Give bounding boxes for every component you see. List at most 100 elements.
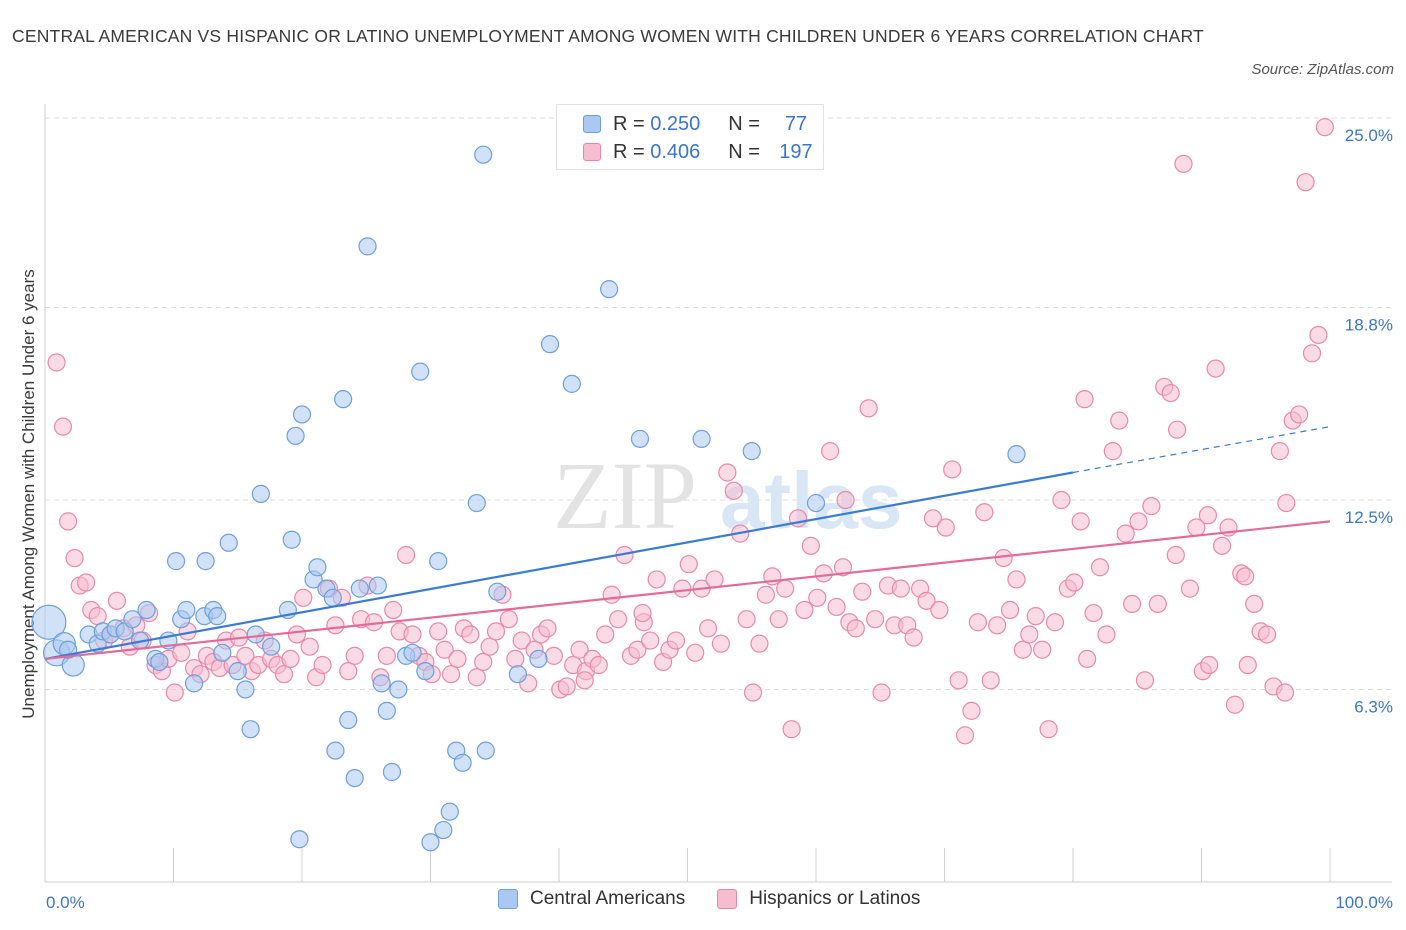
central-american-point [421,833,440,852]
hispanic-latino-point [1225,695,1245,714]
hispanic-latino-point [827,597,846,617]
hispanic-latino-point [718,463,737,482]
hispanic-latino-point [1026,607,1045,626]
hispanic-latino-point [1198,506,1218,525]
hispanic-latino-point [236,646,255,665]
hispanic-latino-point [596,625,615,644]
hispanic-latino-point [988,616,1007,635]
hispanic-latino-point [1174,154,1193,173]
r-label: R = [613,140,645,163]
hispanic-latino-point [1309,325,1328,345]
central-american-point [488,582,507,601]
central-american-point [326,741,345,760]
hispanic-latino-point [949,671,968,690]
swatch-pink [583,143,601,161]
hispanic-latino-point [975,503,994,522]
central-american-point [290,830,309,849]
hispanic-latino-point [628,640,647,659]
central-american-point [308,558,327,577]
hispanic-latino-point [795,600,814,620]
hispanic-latino-point [1245,594,1264,614]
hispanic-latino-point [1238,655,1257,675]
hispanic-latino-point [294,588,313,607]
hispanic-latino-point [403,625,422,644]
x-tick-label: 100.0% [1335,893,1393,912]
central-american-point [282,530,301,549]
hispanic-latino-point [429,622,448,641]
central-american-point [742,442,761,461]
hispanic-latino-point [673,579,692,598]
hispanic-latino-point [441,665,461,684]
hispanic-latino-point [1135,671,1155,690]
central-american-point [345,768,364,788]
hispanic-latino-point [1039,720,1058,739]
central-american-point [251,484,270,503]
hispanic-latino-point [1270,442,1289,461]
hispanic-latino-point [769,610,788,629]
central-american-point [372,674,391,693]
swatch-blue [583,115,601,133]
hispanic-latino-point [1020,625,1039,644]
hispanic-latino-point [313,655,332,675]
source-label: Source: ZipAtlas.com [1251,61,1394,78]
hispanic-latino-point [891,579,910,598]
central-american-point [241,720,260,739]
central-american-point [219,533,238,552]
central-american-point [236,680,255,699]
central-american-point [31,604,67,640]
hispanic-latino-point [750,634,769,653]
hispanic-latino-point [698,619,718,638]
hispanic-latino-point [1033,640,1052,659]
hispanic-latino-point [1007,570,1026,589]
gridlines [45,117,1392,690]
hispanic-latino-point [467,668,486,687]
n-value: 197 [779,140,813,163]
hispanic-latino-point [1212,536,1232,555]
hispanic-latino-point [377,646,396,665]
hispanic-latino-point [1277,493,1296,513]
x-tick-labels: 0.0% 100.0% [46,893,1393,912]
hispanic-latino-point [1166,545,1185,565]
central-american-point [292,405,312,424]
legend-item-hispanics-or-latinos[interactable]: Hispanics or Latinos [717,888,920,910]
hispanic-latino-point [859,399,878,418]
hispanic-latino-point [384,600,403,620]
hispanic-latino-point [1200,655,1219,675]
central-american-point [323,588,342,607]
legend-item-central-americans[interactable]: Central Americans [498,888,685,910]
hispanic-latino-point [801,536,820,555]
r-value: 0.250 [650,112,701,135]
hispanic-latino-point [1000,600,1020,620]
hispanic-latino-point [955,726,975,745]
central-american-point [529,649,548,669]
central-american-point [137,600,156,620]
central-american-point [630,429,650,448]
watermark: ZIP atlas [553,442,902,549]
hispanic-latino-point [776,579,795,598]
central-american-point [177,600,196,620]
hispanic-latino-point [666,631,686,650]
y-tick-label: 18.8% [1345,315,1393,334]
hispanic-latino-point [1148,594,1167,614]
hispanic-latino-point [1296,173,1315,192]
axes [44,104,1392,883]
central-american-point [350,579,369,598]
hispanic-latino-point [88,607,107,626]
hispanic-latino-point [1071,512,1090,531]
central-american-point [334,390,353,409]
hispanic-latino-point [724,481,743,500]
hispanic-latino-point [602,585,621,604]
n-value: 77 [784,112,808,135]
central-american-point [208,607,227,626]
r-value: 0.406 [650,140,701,163]
hispanic-latino-point [1123,594,1142,614]
hispanic-latino-point [1052,490,1071,510]
hispanic-latino-point [1167,420,1187,439]
y-tick-label: 25.0% [1345,126,1393,145]
hispanic-latino-point [396,545,416,565]
hispanic-latino-point [589,655,608,675]
central-american-point [467,493,486,513]
hispanic-latino-point [1116,524,1135,543]
hispanic-latino-point [1180,579,1200,598]
